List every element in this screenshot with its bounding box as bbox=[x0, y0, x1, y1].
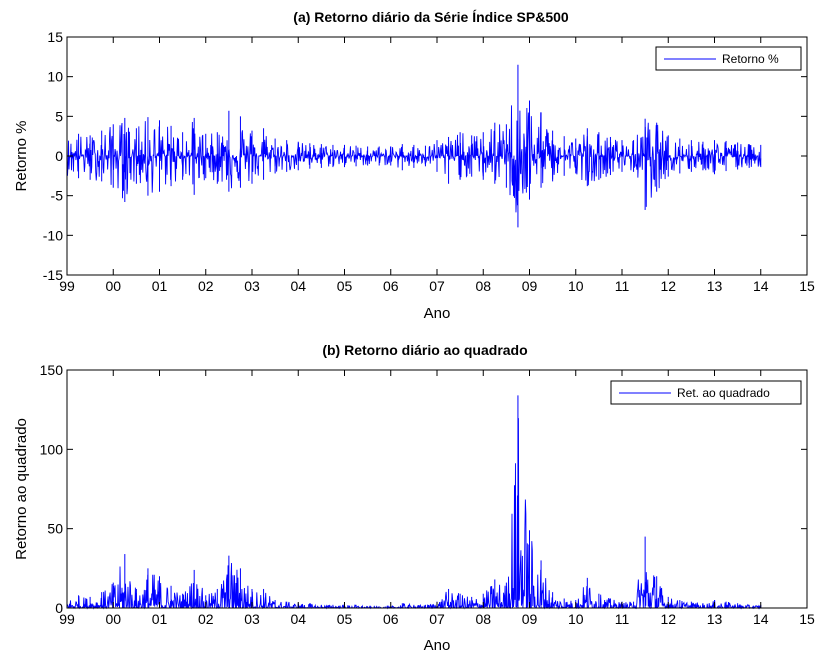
x-ticks-b: 99 00 01 02 03 04 05 06 07 08 09 10 11 12 13 14 15 bbox=[59, 370, 815, 627]
x-axis-label-a: Ano bbox=[424, 305, 451, 322]
x-tick-label: 07 bbox=[429, 611, 445, 627]
y-axis-label-b: Retorno ao quadrado bbox=[13, 418, 30, 560]
legend-box-b bbox=[610, 380, 802, 405]
x-tick-label: 11 bbox=[615, 611, 630, 627]
x-tick-label: 00 bbox=[105, 611, 121, 627]
y-tick-label: -15 bbox=[43, 267, 63, 283]
legend-box-a bbox=[655, 46, 802, 71]
x-tick-label: 05 bbox=[337, 611, 353, 627]
x-tick-label: 06 bbox=[383, 611, 399, 627]
legend-a: Retorno % bbox=[655, 46, 802, 71]
x-tick-label: 01 bbox=[152, 278, 168, 294]
x-tick-label: 12 bbox=[660, 611, 676, 627]
x-tick-label: 14 bbox=[753, 278, 769, 294]
y-tick-label: 100 bbox=[40, 441, 64, 457]
x-tick-label: 99 bbox=[59, 278, 75, 294]
x-tick-label: 14 bbox=[753, 611, 769, 627]
x-tick-label: 10 bbox=[568, 611, 584, 627]
y-ticks-a: -15 -10 -5 0 5 10 15 bbox=[43, 29, 807, 283]
y-tick-label: -10 bbox=[43, 227, 63, 243]
x-tick-label: 12 bbox=[660, 278, 676, 294]
x-tick-label: 05 bbox=[337, 278, 353, 294]
x-tick-label: 07 bbox=[429, 278, 445, 294]
x-ticks-a: 99 00 01 02 03 04 05 06 07 08 09 10 11 12 13 14 15 bbox=[59, 37, 815, 294]
panel-a: (a) Retorno diário da Série Índice SP&50… bbox=[13, 9, 815, 322]
legend-b: Ret. ao quadrado bbox=[610, 380, 802, 405]
y-tick-label: 0 bbox=[55, 148, 63, 164]
y-tick-label: -5 bbox=[51, 188, 64, 204]
y-tick-label: 5 bbox=[55, 108, 63, 124]
x-tick-label: 04 bbox=[290, 278, 306, 294]
x-tick-label: 03 bbox=[244, 278, 260, 294]
y-tick-label: 150 bbox=[40, 362, 64, 378]
x-tick-label: 10 bbox=[568, 278, 584, 294]
x-tick-label: 99 bbox=[59, 611, 75, 627]
x-tick-label: 08 bbox=[475, 611, 491, 627]
x-tick-label: 00 bbox=[105, 278, 121, 294]
y-tick-label: 15 bbox=[47, 29, 63, 45]
x-tick-label: 13 bbox=[707, 611, 723, 627]
x-tick-label: 15 bbox=[799, 611, 815, 627]
panel-b: (b) Retorno diário ao quadrado 050100150… bbox=[13, 342, 815, 652]
chart-title-a: (a) Retorno diário da Série Índice SP&50… bbox=[293, 9, 569, 25]
x-tick-label: 06 bbox=[383, 278, 399, 294]
x-tick-label: 13 bbox=[707, 278, 723, 294]
x-tick-label: 09 bbox=[522, 611, 538, 627]
x-tick-label: 11 bbox=[615, 278, 630, 294]
y-axis-label-a: Retorno % bbox=[13, 121, 30, 192]
legend-label-b: Ret. ao quadrado bbox=[677, 386, 770, 400]
x-tick-label: 15 bbox=[799, 278, 815, 294]
y-tick-label: 50 bbox=[47, 521, 63, 537]
series-retorno bbox=[66, 64, 762, 228]
x-tick-label: 01 bbox=[152, 611, 168, 627]
x-tick-label: 02 bbox=[198, 278, 214, 294]
chart-title-b: (b) Retorno diário ao quadrado bbox=[322, 342, 527, 358]
plot-area-b: 0 50 100 150 99 00 01 02 03 04 05 06 07 08 09 10 11 12 13… bbox=[40, 362, 815, 627]
y-tick-label: 10 bbox=[47, 69, 63, 85]
y-tick-label: 0 bbox=[55, 600, 63, 616]
y-ticks-b: 0 50 100 150 bbox=[40, 362, 807, 616]
x-axis-label-b: Ano bbox=[424, 637, 451, 652]
plot-background-b bbox=[67, 370, 807, 608]
x-tick-label: 02 bbox=[198, 611, 214, 627]
x-tick-label: 03 bbox=[244, 611, 260, 627]
x-tick-label: 08 bbox=[475, 278, 491, 294]
legend-label-a: Retorno % bbox=[722, 52, 779, 66]
x-tick-label: 09 bbox=[522, 278, 538, 294]
x-tick-label: 04 bbox=[290, 611, 306, 627]
